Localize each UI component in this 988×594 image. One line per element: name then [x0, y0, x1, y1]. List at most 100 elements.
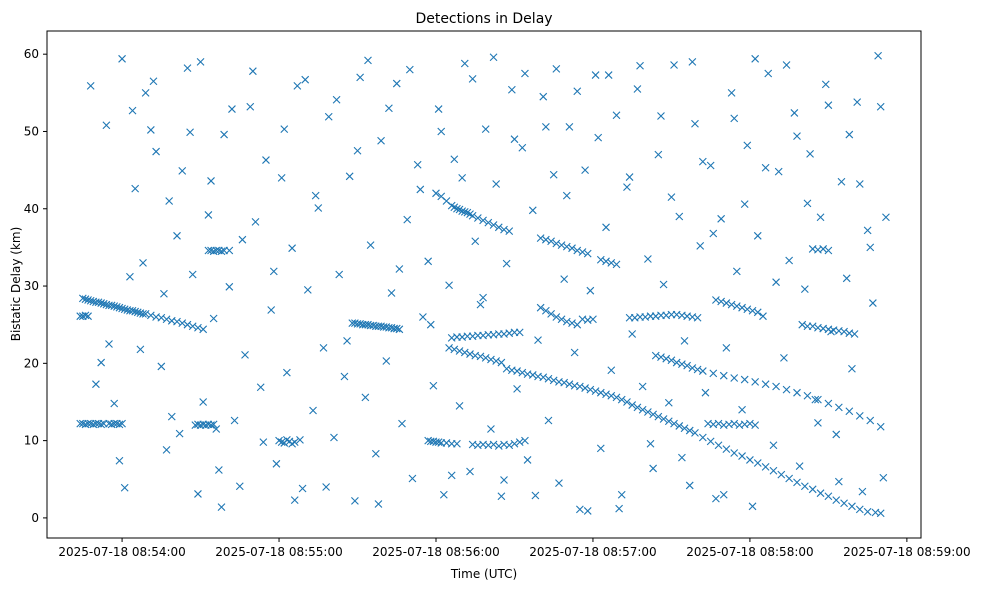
data-point — [489, 440, 498, 449]
data-point — [259, 438, 268, 447]
data-point — [761, 380, 770, 389]
data-point — [560, 378, 569, 387]
data-point — [507, 85, 516, 94]
data-point — [855, 180, 864, 188]
data-point — [672, 358, 681, 367]
data-point — [780, 354, 788, 362]
data-point — [814, 395, 822, 404]
data-point — [717, 297, 726, 306]
data-point — [311, 191, 320, 200]
data-point — [743, 141, 752, 150]
data-point — [492, 180, 501, 188]
data-point — [392, 79, 401, 88]
plot-area — [46, 30, 922, 539]
data-point — [510, 135, 519, 144]
data-point — [568, 244, 576, 253]
data-point — [664, 398, 673, 407]
data-point — [586, 286, 595, 295]
data-point — [761, 163, 770, 172]
data-point — [426, 320, 435, 329]
y-axis: 0 10 20 30 40 50 60 — [24, 47, 47, 525]
data-point — [557, 241, 566, 249]
data-point — [86, 81, 95, 90]
data-point — [505, 441, 514, 450]
data-point — [518, 143, 527, 152]
data-point — [727, 300, 736, 309]
data-point — [730, 374, 739, 382]
data-point — [798, 320, 807, 329]
data-point — [502, 364, 511, 373]
data-point — [541, 306, 550, 315]
data-point — [398, 419, 406, 428]
data-point — [607, 366, 616, 375]
data-point — [175, 429, 184, 438]
data-point — [657, 353, 665, 362]
data-point — [110, 302, 119, 311]
data-point — [107, 301, 116, 310]
data-point — [816, 489, 825, 498]
data-point — [842, 274, 851, 283]
data-point — [194, 490, 202, 498]
data-point — [115, 303, 124, 312]
data-point — [505, 227, 514, 236]
data-point — [521, 69, 529, 78]
data-point — [581, 166, 589, 175]
data-point — [126, 272, 134, 281]
data-point — [746, 419, 754, 428]
data-point — [235, 482, 244, 491]
data-point — [772, 278, 780, 287]
data-point — [738, 405, 746, 414]
data-point — [628, 401, 637, 409]
data-point — [662, 354, 671, 363]
data-point — [581, 384, 589, 392]
data-point — [500, 476, 508, 484]
data-point — [453, 439, 461, 448]
y-tick-label: 20 — [24, 356, 39, 370]
data-point — [434, 105, 443, 113]
data-point — [118, 54, 126, 63]
data-point — [489, 53, 498, 62]
data-point — [120, 483, 129, 492]
data-point — [157, 313, 166, 322]
data-point — [500, 225, 508, 234]
data-point — [471, 237, 480, 246]
data-point — [298, 484, 307, 493]
x-tick-label: 2025-07-18 08:59:00 — [843, 545, 970, 559]
data-point — [848, 364, 856, 373]
data-point — [212, 425, 221, 433]
data-point — [131, 307, 140, 316]
data-point — [209, 420, 218, 429]
data-point — [793, 132, 801, 140]
data-point — [777, 470, 786, 479]
data-point — [230, 416, 239, 425]
data-point — [445, 343, 453, 352]
data-point — [455, 347, 464, 355]
data-point — [366, 241, 375, 249]
data-point — [664, 417, 673, 426]
data-point — [497, 358, 506, 367]
data-point — [453, 204, 461, 213]
data-point — [468, 75, 477, 83]
data-point — [740, 375, 749, 384]
data-point — [701, 388, 710, 397]
data-point — [217, 503, 226, 511]
data-point — [688, 364, 697, 372]
data-point — [761, 463, 770, 471]
data-point — [494, 223, 503, 232]
data-point — [824, 246, 833, 255]
data-point — [288, 244, 297, 253]
data-point — [855, 505, 864, 514]
data-point — [371, 449, 380, 458]
data-point — [146, 311, 155, 320]
data-point — [691, 429, 699, 437]
data-point — [162, 315, 171, 324]
data-point — [578, 248, 587, 256]
data-point — [133, 308, 142, 317]
data-point — [769, 466, 778, 475]
data-point — [309, 406, 317, 415]
data-point — [437, 127, 446, 136]
data-point — [583, 249, 592, 258]
data-point — [105, 340, 113, 348]
data-point — [432, 189, 440, 198]
data-point — [832, 496, 841, 505]
